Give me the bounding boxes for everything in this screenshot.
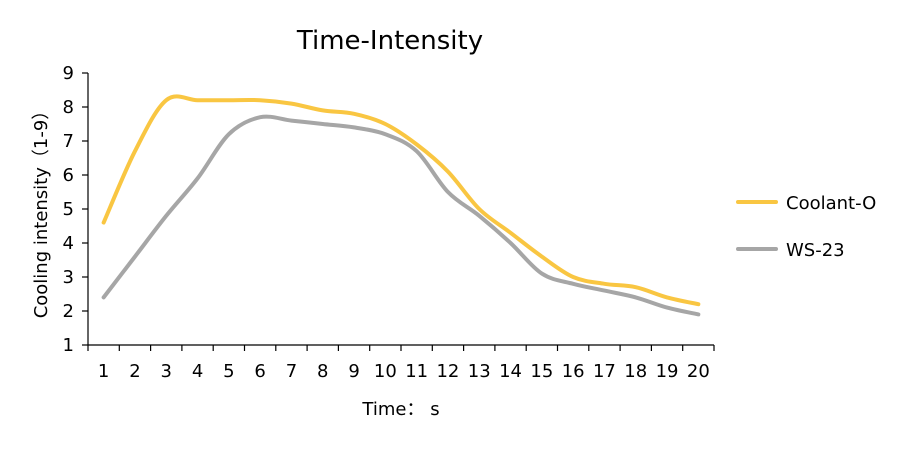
x-tick-label: 17 [593,361,616,382]
y-tick-label: 2 [63,301,74,322]
x-tick-label: 13 [468,361,491,382]
x-axis-label: Time： s [361,399,439,420]
series-lines [101,94,701,317]
y-tick-label: 7 [63,131,74,152]
series-line-ws-23 [101,114,701,317]
y-tick-label: 8 [63,97,74,118]
x-tick-label: 18 [624,361,647,382]
x-tick-label: 20 [687,361,710,382]
x-tick-label: 10 [374,361,397,382]
x-tick-label: 5 [223,361,234,382]
x-tick-label: 4 [192,361,203,382]
legend-label: Coolant-O [786,193,876,214]
y-tick-label: 5 [63,199,74,220]
y-axis-label: Cooling intensity（1-9） [31,102,52,319]
legend: Coolant-O WS-23 [736,193,876,261]
x-tick-label: 19 [656,361,679,382]
x-tick-label: 12 [436,361,459,382]
x-ticks: 1 2 3 4 5 6 7 8 9 10 11 12 13 14 15 16 17 18 19 20 [87,345,715,382]
x-tick-label: 7 [286,361,297,382]
x-tick-label: 15 [530,361,553,382]
y-ticks: 1 2 3 4 5 6 7 8 9 [63,63,88,356]
series-line-coolant-o [101,94,701,307]
x-tick-label: 9 [348,361,359,382]
y-tick-label: 6 [63,165,74,186]
y-tick-label: 3 [63,267,74,288]
y-tick-label: 9 [63,63,74,84]
x-tick-label: 3 [161,361,172,382]
chart-title: Time-Intensity [296,26,483,56]
legend-label: WS-23 [786,240,845,261]
x-tick-label: 2 [129,361,140,382]
y-tick-label: 4 [63,233,74,254]
x-tick-label: 6 [254,361,265,382]
x-tick-label: 1 [98,361,109,382]
x-tick-label: 16 [562,361,585,382]
y-tick-label: 1 [63,335,74,356]
x-tick-label: 11 [405,361,428,382]
x-tick-label: 8 [317,361,328,382]
x-tick-label: 14 [499,361,522,382]
